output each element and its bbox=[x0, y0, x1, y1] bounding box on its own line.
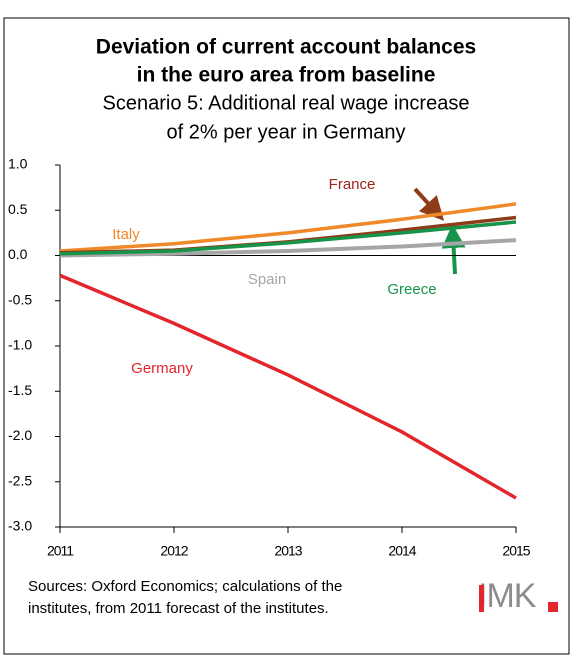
logo-bar bbox=[479, 585, 484, 612]
frame bbox=[3, 17, 570, 655]
x-tick-label: 2011 bbox=[47, 543, 74, 559]
series-label: Germany bbox=[131, 360, 193, 377]
x-tick-label: 2014 bbox=[388, 543, 416, 559]
series-line bbox=[59, 238, 517, 258]
chart-subtitle: of 2% per year in Germany bbox=[167, 121, 406, 143]
y-tick-label: 0.5 bbox=[8, 201, 28, 217]
series-line bbox=[59, 220, 517, 256]
chart-title: in the euro area from baseline bbox=[137, 64, 436, 87]
y-tick-label: -1.5 bbox=[8, 382, 32, 398]
sources: Sources: Oxford Economics; calculations … bbox=[28, 578, 342, 595]
chart-subtitle: Scenario 5: Additional real wage increas… bbox=[103, 92, 470, 114]
y-tick-label: -1.0 bbox=[8, 337, 32, 353]
x-tick-label: 2013 bbox=[274, 543, 302, 559]
y-tick-label: 0.0 bbox=[8, 246, 28, 262]
y-tick-label: -3.0 bbox=[8, 518, 32, 534]
series-label: Greece bbox=[387, 281, 436, 298]
y-tick-label: 1.0 bbox=[8, 156, 28, 172]
x-tick-label: 2012 bbox=[160, 543, 188, 559]
y-tick-label: -2.5 bbox=[8, 472, 32, 488]
sources: institutes, from 2011 forecast of the in… bbox=[28, 600, 329, 617]
series-label: France bbox=[329, 176, 376, 193]
annotation-arrow bbox=[413, 187, 445, 221]
y-tick-label: -2.0 bbox=[8, 427, 32, 443]
x-tick-label: 2015 bbox=[502, 543, 530, 559]
chart-title: Deviation of current account balances bbox=[96, 36, 476, 59]
series-line bbox=[59, 202, 517, 253]
logo: IMK bbox=[478, 577, 537, 615]
series-line bbox=[59, 273, 517, 500]
series-label: Spain bbox=[248, 271, 286, 288]
series-label: Italy bbox=[112, 226, 140, 243]
logo-square bbox=[548, 602, 558, 612]
y-tick-label: -0.5 bbox=[8, 291, 32, 307]
